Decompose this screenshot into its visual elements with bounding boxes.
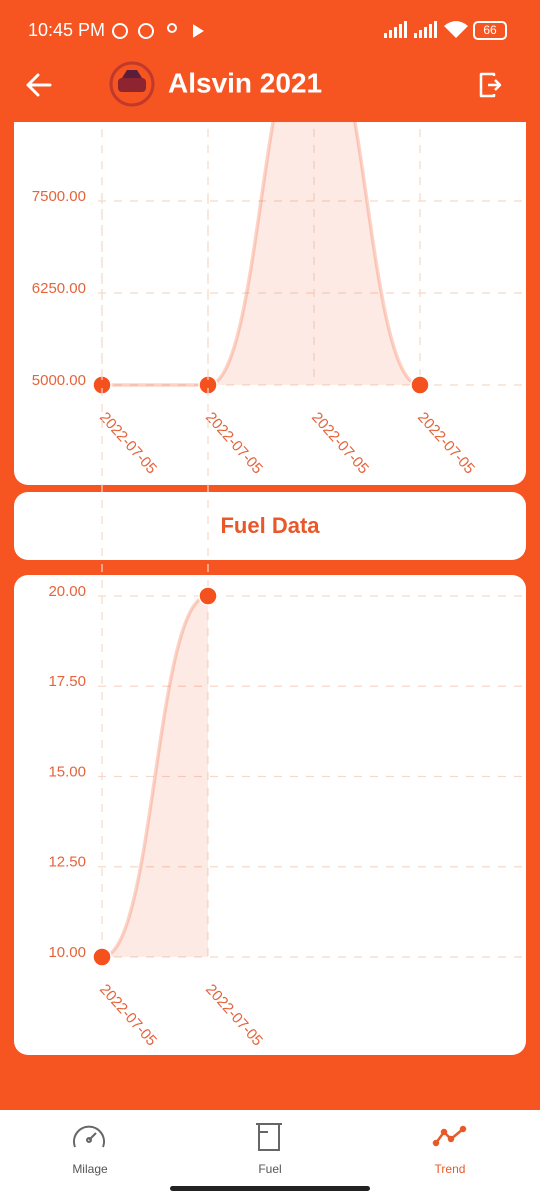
y-tick-label: 6250.00: [32, 280, 86, 297]
point: [198, 586, 218, 606]
section-title: Fuel Data: [220, 513, 320, 538]
battery-level: 66: [483, 23, 497, 37]
line: [102, 122, 421, 387]
y-tick-label: 17.50: [48, 673, 86, 690]
point: [410, 375, 430, 395]
status-icons: [112, 23, 204, 39]
section-card: [14, 492, 526, 560]
y-tick-label: 5000.00: [32, 372, 86, 389]
y-tick-label: 20.00: [48, 583, 86, 600]
home-indicator: [170, 1186, 370, 1191]
back-button[interactable]: [26, 73, 52, 97]
y-tick-label: 7500.00: [32, 188, 86, 205]
nav-label[interactable]: Fuel: [258, 1162, 281, 1176]
app-bar: [0, 0, 540, 122]
nav-label[interactable]: Milage: [72, 1162, 108, 1176]
fuel-icon[interactable]: [256, 1123, 282, 1151]
milage-icon[interactable]: [73, 1125, 105, 1148]
trend-icon[interactable]: [432, 1125, 467, 1147]
y-tick-label: 10.00: [48, 944, 86, 961]
status-time: 10:45 PM: [28, 20, 105, 40]
logout-button[interactable]: [479, 72, 502, 98]
y-tick-label: 12.50: [48, 854, 86, 871]
app-logo: [109, 61, 155, 107]
signal-icons: [384, 21, 468, 38]
area: [102, 122, 420, 386]
battery-icon: [473, 21, 507, 40]
line: [101, 594, 209, 959]
fuel-card: [14, 575, 526, 1055]
area: [102, 596, 208, 957]
point: [92, 947, 112, 967]
app-title: Alsvin 2021: [168, 67, 322, 98]
y-tick-label: 15.00: [48, 763, 86, 780]
nav-label[interactable]: Trend: [435, 1162, 466, 1176]
milage-card: [14, 80, 526, 485]
